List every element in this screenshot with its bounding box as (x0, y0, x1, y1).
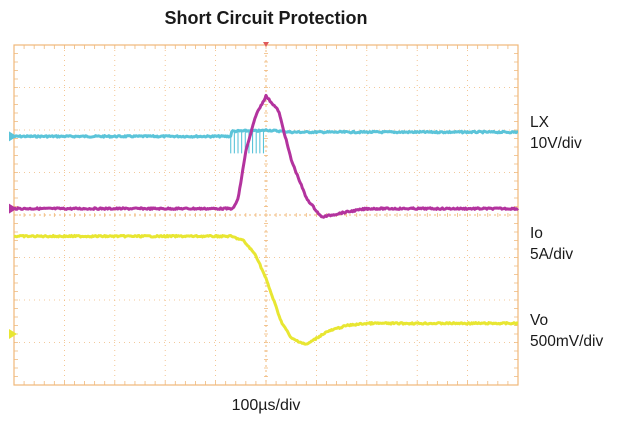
chart-title: Short Circuit Protection (164, 8, 368, 28)
grid-minor-ticks (13, 44, 519, 386)
series-label-vo: Vo 500mV/div (530, 310, 603, 352)
series-name-lx: LX (530, 114, 549, 131)
series-scale-vo: 500mV/div (530, 333, 604, 350)
grid (13, 42, 519, 386)
ground-markers (9, 131, 17, 339)
trace-vo (13, 234, 519, 346)
ground-marker-io (9, 203, 17, 214)
ground-marker-vo (9, 329, 17, 339)
series-label-lx: LX 10V/div (530, 112, 582, 154)
x-axis-label: 100µs/div (231, 397, 301, 414)
series-name-vo: Vo (530, 312, 549, 329)
series-name-io: Io (530, 225, 543, 242)
series-label-io: Io 5A/div (530, 223, 573, 265)
series-scale-lx: 10V/div (530, 135, 582, 152)
trace-io (13, 93, 520, 219)
trace-lx-spikes (230, 130, 265, 154)
trigger-marker (263, 42, 269, 47)
trace-lx (13, 128, 519, 139)
traces (13, 93, 520, 346)
series-scale-io: 5A/div (530, 246, 574, 263)
ground-marker-lx (9, 131, 17, 142)
